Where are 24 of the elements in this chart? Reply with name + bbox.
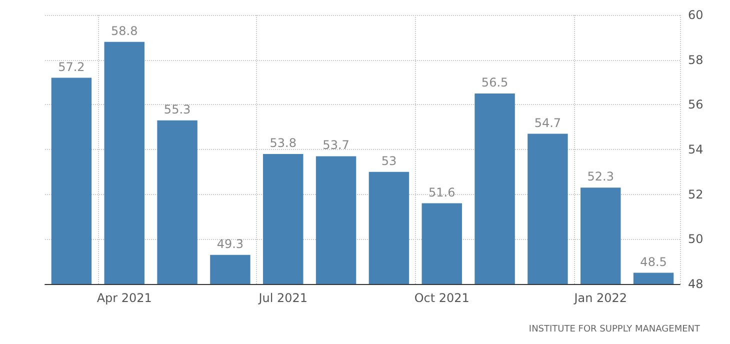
y-tick-label: 58 xyxy=(688,52,704,67)
y-tick-label: 50 xyxy=(688,232,704,246)
data-label: 58.8 xyxy=(111,24,138,38)
y-tick-label: 56 xyxy=(688,98,704,112)
data-label: 48.5 xyxy=(640,254,667,269)
y-tick-label: 52 xyxy=(688,187,704,202)
data-label: 53 xyxy=(381,154,397,168)
data-label: 55.3 xyxy=(164,102,191,116)
data-label: 57.2 xyxy=(58,60,85,74)
data-label: 56.5 xyxy=(481,75,508,90)
y-tick-label: 54 xyxy=(688,142,704,156)
data-label: 53.7 xyxy=(322,138,350,152)
text: INSTITUTE FOR SUPPLY MANAGEMENT xyxy=(528,324,700,334)
x-tick-label: Oct 2021 xyxy=(414,291,470,305)
data-label: 49.3 xyxy=(216,236,244,251)
x-tick-label: Apr 2021 xyxy=(96,291,152,305)
data-label: 52.3 xyxy=(587,170,614,184)
y-tick-label: 60 xyxy=(688,8,704,22)
x-tick-label: Jul 2021 xyxy=(258,291,308,305)
data-label: 51.6 xyxy=(428,185,456,200)
y-tick-label: 48 xyxy=(688,277,704,291)
data-label: 53.8 xyxy=(270,136,296,150)
data-label: 54.7 xyxy=(534,116,562,130)
x-tick-label: Jan 2022 xyxy=(573,291,628,305)
